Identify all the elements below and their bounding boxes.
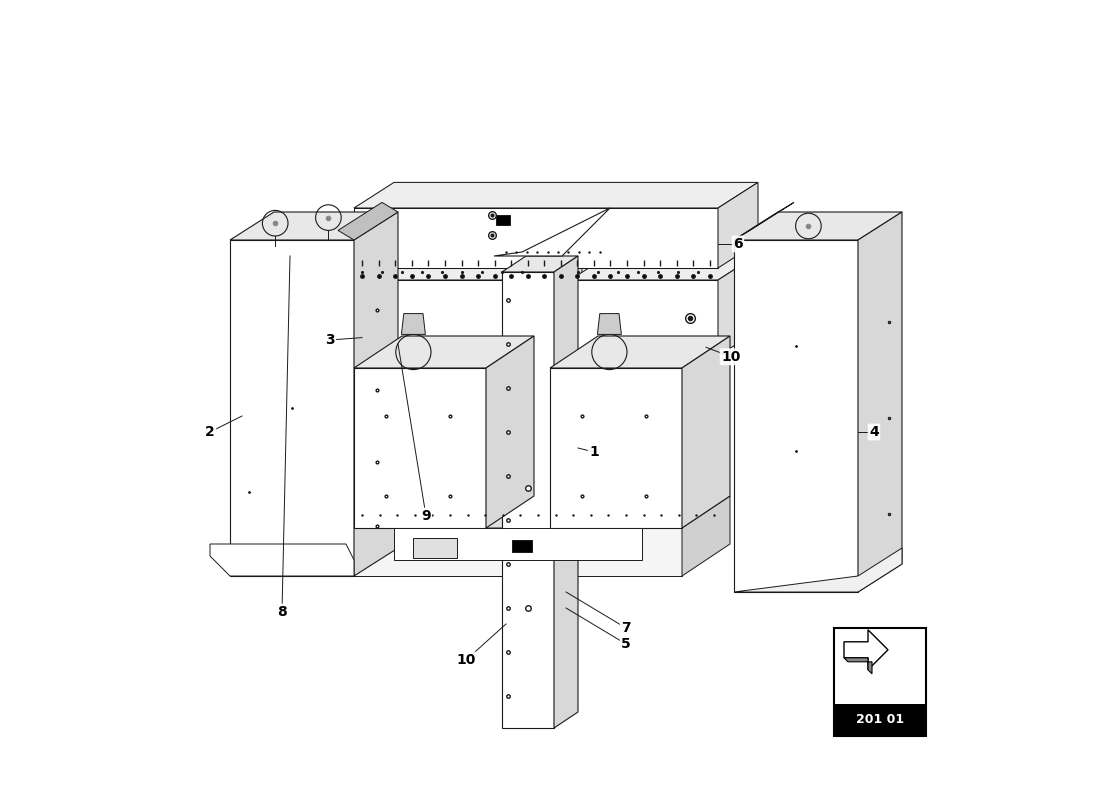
Polygon shape bbox=[718, 254, 758, 356]
Polygon shape bbox=[502, 272, 554, 728]
Text: 10: 10 bbox=[456, 653, 475, 667]
Polygon shape bbox=[354, 254, 582, 280]
Polygon shape bbox=[858, 212, 902, 592]
Polygon shape bbox=[734, 240, 858, 592]
Polygon shape bbox=[354, 182, 758, 208]
Polygon shape bbox=[570, 254, 758, 280]
Polygon shape bbox=[734, 212, 902, 240]
Text: 6: 6 bbox=[734, 237, 742, 251]
Text: 9: 9 bbox=[421, 509, 431, 523]
Polygon shape bbox=[354, 212, 398, 576]
Polygon shape bbox=[230, 212, 398, 240]
Polygon shape bbox=[718, 182, 758, 268]
FancyBboxPatch shape bbox=[496, 215, 510, 225]
FancyBboxPatch shape bbox=[513, 540, 532, 552]
Polygon shape bbox=[550, 336, 730, 368]
Polygon shape bbox=[682, 336, 730, 528]
Polygon shape bbox=[734, 202, 794, 240]
Polygon shape bbox=[550, 368, 682, 528]
Polygon shape bbox=[844, 658, 872, 674]
Text: 10: 10 bbox=[722, 350, 740, 364]
Text: 1: 1 bbox=[590, 445, 598, 459]
Polygon shape bbox=[338, 202, 398, 240]
Polygon shape bbox=[354, 280, 542, 356]
Text: 5: 5 bbox=[621, 637, 631, 651]
Polygon shape bbox=[354, 368, 486, 528]
Polygon shape bbox=[230, 240, 354, 576]
Polygon shape bbox=[502, 256, 578, 272]
Polygon shape bbox=[354, 528, 682, 576]
Polygon shape bbox=[354, 336, 534, 368]
FancyBboxPatch shape bbox=[834, 704, 926, 736]
Text: a passion for parts since 1985: a passion for parts since 1985 bbox=[382, 486, 718, 506]
Text: 2: 2 bbox=[205, 425, 214, 439]
Polygon shape bbox=[210, 544, 354, 576]
Polygon shape bbox=[844, 630, 888, 670]
Text: 4: 4 bbox=[869, 425, 879, 439]
Text: 3: 3 bbox=[326, 333, 334, 347]
Text: eurocars: eurocars bbox=[236, 350, 592, 418]
Polygon shape bbox=[682, 496, 730, 576]
Polygon shape bbox=[570, 280, 718, 356]
FancyBboxPatch shape bbox=[834, 628, 926, 736]
Text: 201 01: 201 01 bbox=[856, 714, 904, 726]
Polygon shape bbox=[554, 256, 578, 728]
Polygon shape bbox=[354, 208, 718, 268]
Text: 8: 8 bbox=[277, 605, 287, 619]
Polygon shape bbox=[402, 314, 426, 334]
Polygon shape bbox=[486, 336, 534, 528]
FancyBboxPatch shape bbox=[414, 538, 458, 558]
Polygon shape bbox=[494, 208, 611, 256]
Polygon shape bbox=[354, 496, 730, 528]
Polygon shape bbox=[734, 548, 902, 592]
Text: 7: 7 bbox=[621, 621, 630, 635]
Polygon shape bbox=[597, 314, 622, 334]
Polygon shape bbox=[394, 528, 642, 560]
Polygon shape bbox=[542, 254, 582, 356]
